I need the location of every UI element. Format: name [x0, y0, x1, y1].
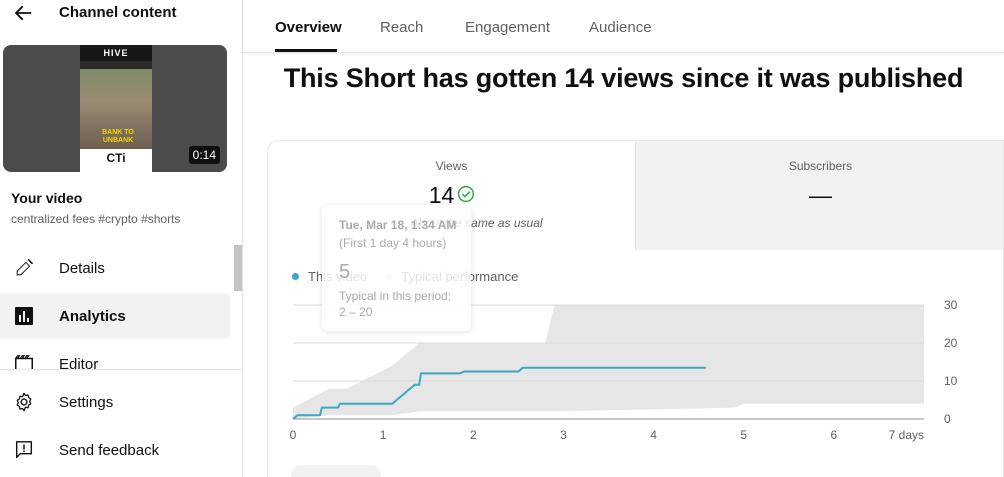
x-tick-label: 1	[380, 428, 387, 442]
x-tick-label: 7 days	[889, 428, 924, 442]
thumbnail-photo	[80, 69, 152, 149]
analytics-tabs: Overview Reach Engagement Audience	[243, 0, 1004, 53]
y-tick-label: 0	[944, 412, 951, 426]
gear-icon	[12, 390, 36, 414]
y-tick-label: 30	[944, 298, 958, 312]
sidebar-item-settings[interactable]: Settings	[0, 379, 230, 425]
sidebar-item-send-feedback[interactable]: Send feedback	[0, 427, 230, 473]
sidebar-divider	[0, 369, 242, 370]
sidebar: Channel content HIVE BANK TO UNBANK CTi …	[0, 0, 243, 477]
sidebar-item-editor[interactable]: Editor	[0, 341, 230, 369]
tooltip-period: (First 1 day 4 hours)	[339, 236, 447, 250]
metric-views-value: 14	[428, 182, 455, 208]
sidebar-title: Channel content	[59, 4, 177, 21]
x-tick-label: 5	[740, 428, 747, 442]
x-tick-label: 3	[560, 428, 567, 442]
tooltip-date: Tue, Mar 18, 1:34 AM	[339, 218, 457, 232]
tab-engagement[interactable]: Engagement	[465, 19, 551, 36]
sidebar-nav: Details Analytics Editor	[0, 245, 242, 369]
views-chart[interactable]: 30 20 10 0 0 1 2 3 4 5 6 7 days	[268, 141, 1004, 477]
editor-icon	[12, 352, 36, 369]
your-video-heading: Your video	[11, 190, 83, 206]
metric-views-label: Views	[435, 159, 468, 173]
sidebar-scrollbar[interactable]	[234, 245, 242, 291]
back-button[interactable]	[10, 0, 36, 26]
tab-overview[interactable]: Overview	[275, 19, 342, 36]
thumbnail-brand: HIVE	[80, 45, 152, 61]
page-headline: This Short has gotten 14 views since it …	[283, 63, 964, 93]
thumbnail-caption: BANK TO UNBANK	[102, 129, 134, 144]
sidebar-item-label: Editor	[59, 355, 99, 370]
active-tab-indicator	[275, 49, 337, 52]
pencil-icon	[12, 256, 36, 280]
x-tick-label: 0	[290, 428, 297, 442]
y-tick-label: 10	[944, 374, 958, 388]
chart-tooltip: Tue, Mar 18, 1:34 AM (First 1 day 4 hour…	[322, 205, 471, 331]
sidebar-header: Channel content	[0, 0, 242, 30]
y-tick-label: 20	[944, 336, 958, 350]
sidebar-item-label: Analytics	[59, 307, 126, 325]
tooltip-typical-label: Typical in this period:	[339, 289, 452, 303]
legend-dot-this-video	[292, 273, 299, 280]
arrow-left-icon	[14, 5, 32, 21]
sidebar-item-analytics[interactable]: Analytics	[0, 293, 230, 339]
tab-audience[interactable]: Audience	[589, 19, 652, 36]
video-thumbnail[interactable]: HIVE BANK TO UNBANK CTi 0:14	[3, 45, 227, 172]
metric-subscribers[interactable]: Subscribers —	[635, 141, 1003, 250]
video-duration: 0:14	[188, 146, 220, 164]
analytics-icon	[12, 304, 36, 328]
check-circle-icon	[457, 185, 475, 203]
typical-band	[293, 305, 924, 419]
series-line-this-video	[292, 366, 706, 420]
sidebar-item-details[interactable]: Details	[0, 245, 230, 291]
thumbnail-frame: HIVE BANK TO UNBANK CTi	[80, 45, 152, 172]
see-more-button[interactable]	[291, 465, 381, 477]
tab-reach[interactable]: Reach	[380, 19, 424, 36]
tooltip-typical-range: 2 – 20	[339, 305, 373, 319]
feedback-icon	[12, 438, 36, 462]
x-tick-label: 4	[650, 428, 657, 442]
sidebar-item-label: Settings	[59, 393, 114, 411]
video-description: centralized fees #crypto #shorts	[11, 212, 181, 226]
sidebar-item-label: Details	[59, 259, 105, 277]
x-tick-label: 6	[831, 428, 838, 442]
x-tick-label: 2	[470, 428, 477, 442]
tooltip-value: 5	[339, 261, 351, 283]
metric-subscribers-value: —	[809, 182, 832, 208]
metric-subscribers-label: Subscribers	[788, 159, 853, 173]
sidebar-item-label: Send feedback	[59, 441, 160, 459]
thumbnail-logo: CTi	[80, 149, 152, 172]
